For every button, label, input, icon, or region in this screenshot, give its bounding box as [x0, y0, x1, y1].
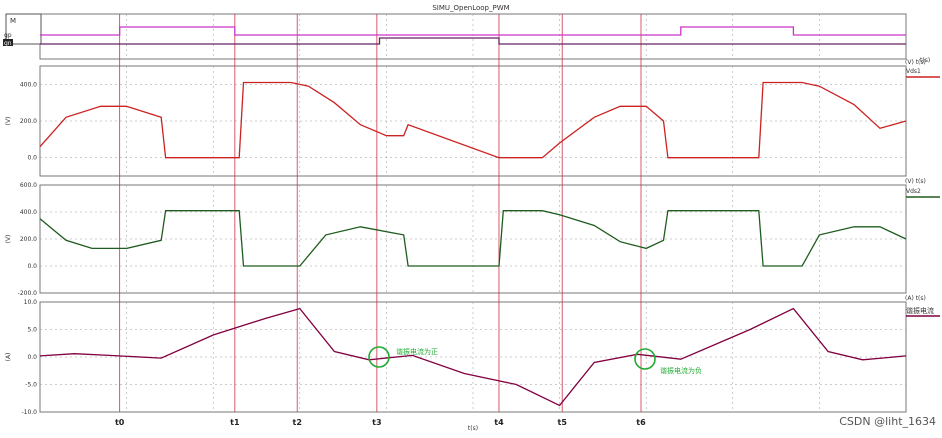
- gate-trace-label-gn: gn: [4, 40, 12, 47]
- trace-Vds1: [39, 81, 907, 159]
- vds1-y-title: (V): [5, 117, 12, 126]
- y-tick-label: 200.0: [20, 118, 37, 125]
- gate-box-label: M: [10, 17, 16, 25]
- y-tick-label: 0.0: [27, 263, 37, 270]
- vds2-y-title: (V): [5, 235, 12, 244]
- y-tick-label: 5.0: [27, 327, 37, 334]
- gate-trace-label-gp: gp: [4, 32, 12, 39]
- negative-current-annotation-circle: [634, 348, 656, 370]
- vds1-legend-label: Vds1: [906, 68, 921, 75]
- gate-panel: [39, 13, 907, 60]
- vds2-unit-label: (V) t(s): [905, 178, 926, 185]
- current-y-title: (A): [5, 353, 12, 362]
- y-tick-label: 10.0: [24, 299, 38, 306]
- y-tick-label: 0.0: [27, 354, 37, 361]
- x-axis-label: t(s): [468, 425, 478, 432]
- vds1-unit-label: (V) t(s): [905, 59, 926, 66]
- current-legend-label: 谐振电流: [906, 306, 934, 315]
- time-marker-label: t2: [293, 418, 302, 427]
- positive-current-annotation: 谐振电流为正: [396, 347, 438, 356]
- gate-trace-gn: [40, 37, 906, 45]
- watermark: CSDN @liht_1634: [839, 415, 936, 428]
- gate-unit-label: t(s): [920, 57, 930, 64]
- time-marker-label: t3: [372, 418, 381, 427]
- time-marker-label: t5: [558, 418, 568, 427]
- vds2-legend-label: Vds2: [906, 188, 921, 195]
- y-tick-label: 0.0: [27, 155, 37, 162]
- time-marker-label: t6: [636, 418, 646, 427]
- grid-lines: [40, 14, 906, 412]
- time-marker-label: t1: [230, 418, 240, 427]
- y-tick-label: -5.0: [25, 382, 37, 389]
- waveform-traces: [39, 26, 907, 407]
- positive-current-annotation-circle: [368, 346, 390, 368]
- y-tick-label: 400.0: [20, 209, 37, 216]
- y-tick-label: 600.0: [20, 182, 37, 189]
- time-markers: t0 t1 t2 t3 t4 t5 t6: [115, 14, 646, 427]
- gate-trace-tag-bg: [3, 39, 13, 46]
- y-tick-label: 200.0: [20, 236, 37, 243]
- y-tick-label: 400.0: [20, 81, 37, 88]
- negative-current-annotation: 谐振电流为负: [660, 366, 702, 375]
- time-marker-label: t4: [494, 418, 504, 427]
- trace-Vds2: [39, 210, 907, 267]
- trace-谐振电流: [39, 307, 907, 407]
- time-marker-label: t0: [115, 418, 125, 427]
- y-tick-label: -200.0: [18, 290, 38, 297]
- current-unit-label: (A) t(s): [905, 295, 926, 302]
- gate-trace-gp: [40, 26, 906, 36]
- y-tick-label: -10.0: [21, 409, 37, 416]
- y-tick-labels: 400.0 200.0 0.0 600.0 400.0 200.0 0.0 -200.0 10.…: [18, 81, 38, 416]
- chart-title: SIMU_OpenLoop_PWM: [432, 4, 509, 12]
